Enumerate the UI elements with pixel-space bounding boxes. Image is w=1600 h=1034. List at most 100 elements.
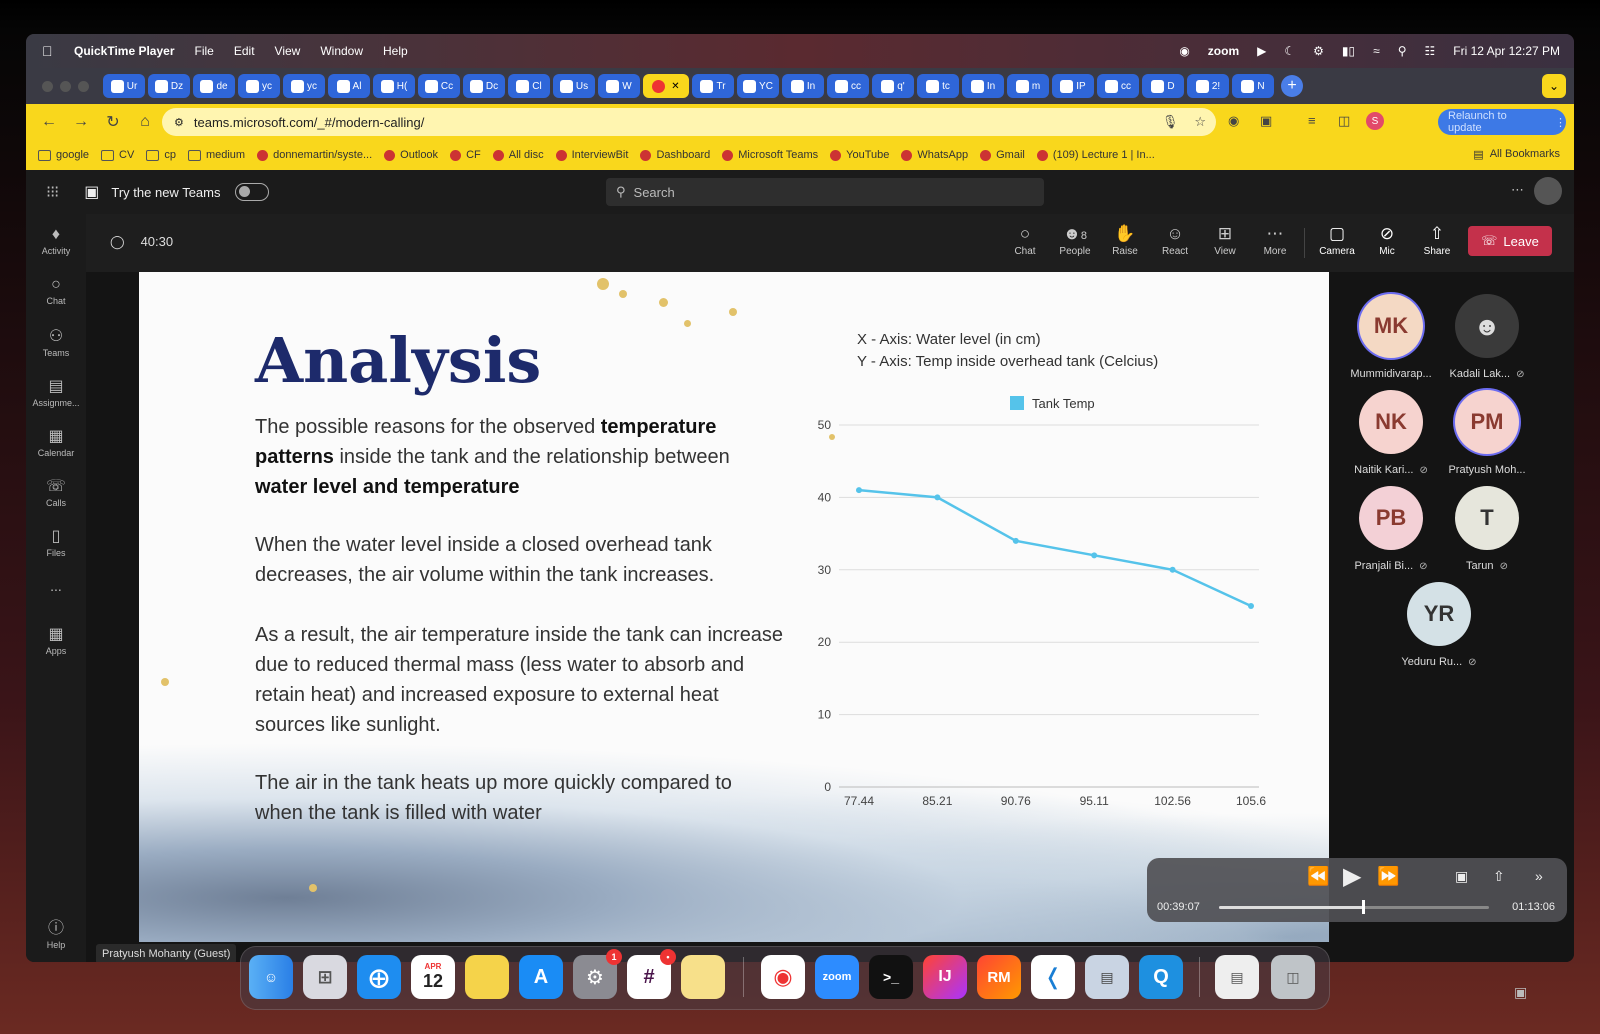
- browser-tab[interactable]: Tr: [692, 74, 734, 98]
- maximize-dot[interactable]: [78, 80, 89, 92]
- extension-icon[interactable]: ◉: [1228, 113, 1240, 128]
- menu-edit[interactable]: Edit: [233, 44, 255, 58]
- rail-chat[interactable]: ○ Chat: [26, 276, 86, 306]
- quicktime-icon[interactable]: Q: [1139, 955, 1183, 999]
- profile-avatar[interactable]: S: [1366, 112, 1384, 130]
- expand-icon[interactable]: »: [1535, 868, 1543, 884]
- mic-button[interactable]: ⊘ Mic: [1362, 224, 1412, 257]
- screenshot-icon[interactable]: ▣: [1514, 984, 1528, 1000]
- puzzle-icon[interactable]: ▣: [1260, 113, 1273, 128]
- play-status-icon[interactable]: ▶: [1257, 44, 1267, 58]
- participant-tile[interactable]: NK Naitik Kari... ⊘: [1336, 390, 1446, 476]
- rail-teams[interactable]: ⚇ Teams: [26, 326, 86, 358]
- vscode-icon[interactable]: ❬: [1031, 955, 1075, 999]
- bookmark-item[interactable]: Gmail: [980, 149, 1025, 161]
- rubymine-icon[interactable]: RM: [977, 955, 1021, 999]
- intellij-icon[interactable]: IJ: [923, 955, 967, 999]
- relaunch-button[interactable]: Relaunch to update ⋮: [1438, 109, 1566, 135]
- bookmark-item[interactable]: InterviewBit: [555, 149, 628, 161]
- finder-icon[interactable]: ☺: [249, 955, 293, 999]
- bookmark-item[interactable]: donnemartin/syste...: [257, 149, 372, 161]
- bookmark-item[interactable]: cp: [146, 149, 176, 161]
- zoom-status[interactable]: zoom: [1207, 44, 1240, 58]
- new-tab-button[interactable]: +: [1281, 75, 1303, 97]
- browser-tab[interactable]: yc: [283, 74, 325, 98]
- app-launcher-icon[interactable]: ⁝⁝⁝: [46, 184, 59, 201]
- trash-icon[interactable]: ◫: [1271, 955, 1315, 999]
- site-info-icon[interactable]: ⚙: [174, 116, 184, 129]
- star-icon[interactable]: ☆: [1194, 114, 1206, 129]
- browser-tab[interactable]: cc: [827, 74, 869, 98]
- preview-icon[interactable]: ▤: [1085, 955, 1129, 999]
- browser-tab[interactable]: In: [782, 74, 824, 98]
- bookmark-item[interactable]: WhatsApp: [901, 149, 968, 161]
- launchpad-icon[interactable]: ⊞: [303, 955, 347, 999]
- bookmark-item[interactable]: Dashboard: [640, 149, 710, 161]
- chrome-icon[interactable]: ◉: [761, 955, 805, 999]
- camera-button[interactable]: ▢ Camera: [1312, 224, 1362, 257]
- control-icon[interactable]: ⚙: [1313, 44, 1324, 58]
- browser-tab[interactable]: In: [962, 74, 1004, 98]
- browser-tab[interactable]: Cl: [508, 74, 550, 98]
- browser-tab[interactable]: tc: [917, 74, 959, 98]
- menu-file[interactable]: File: [194, 44, 214, 58]
- scrubber-knob[interactable]: [1362, 900, 1366, 914]
- scrubber[interactable]: [1219, 900, 1489, 914]
- browser-tab[interactable]: Dz: [148, 74, 190, 98]
- bookmark-item[interactable]: CV: [101, 149, 134, 161]
- moon-icon[interactable]: ☾: [1284, 44, 1296, 58]
- battery-icon[interactable]: ▮▯: [1341, 44, 1356, 58]
- new-teams-toggle[interactable]: [234, 183, 269, 201]
- url-field[interactable]: ⚙ teams.microsoft.com/_#/modern-calling/…: [162, 108, 1216, 136]
- play-icon[interactable]: ▶: [1343, 863, 1362, 890]
- settings-icon[interactable]: ⚙ 1: [573, 949, 622, 999]
- share-icon[interactable]: ⇧: [1493, 868, 1505, 884]
- bookmark-item[interactable]: Microsoft Teams: [722, 149, 818, 161]
- view-button[interactable]: ⊞ View: [1200, 224, 1250, 257]
- participant-tile[interactable]: ☻ Kadali Lak... ⊘: [1432, 294, 1542, 380]
- rail-more[interactable]: ...: [26, 578, 86, 594]
- more-options-icon[interactable]: ⋯: [1511, 182, 1524, 197]
- menu-help[interactable]: Help: [383, 44, 408, 58]
- wifi-icon[interactable]: ≈: [1373, 44, 1380, 58]
- participant-tile[interactable]: MK Mummidivarap...: [1336, 294, 1446, 380]
- menu-window[interactable]: Window: [320, 44, 364, 58]
- browser-tab[interactable]: cc: [1097, 74, 1139, 98]
- rail-help[interactable]: ⓘ Help: [26, 914, 86, 950]
- notes-icon[interactable]: [465, 955, 509, 999]
- close-dot[interactable]: [42, 80, 53, 92]
- browser-tab[interactable]: Us: [553, 74, 595, 98]
- browser-tab[interactable]: m: [1007, 74, 1049, 98]
- forward-icon[interactable]: →: [73, 113, 89, 130]
- calendar-icon[interactable]: APR 12: [411, 955, 455, 999]
- minimize-dot[interactable]: [60, 80, 71, 92]
- browser-tab[interactable]: q': [872, 74, 914, 98]
- document-icon[interactable]: ▤: [1215, 955, 1259, 999]
- browser-tab[interactable]: 2!: [1187, 74, 1229, 98]
- browser-tab[interactable]: Dc: [463, 74, 505, 98]
- apple-icon[interactable]: : [42, 43, 62, 59]
- spotlight-icon[interactable]: ⚲: [1397, 44, 1407, 58]
- control-center-icon[interactable]: ☷: [1424, 44, 1436, 58]
- browser-tab[interactable]: YC: [737, 74, 779, 98]
- bookmark-item[interactable]: (109) Lecture 1 | In...: [1036, 149, 1155, 161]
- react-button[interactable]: ☺ React: [1150, 224, 1200, 257]
- rail-activity[interactable]: ♦ Activity: [26, 226, 86, 256]
- reload-icon[interactable]: ↻: [106, 114, 120, 131]
- browser-tab[interactable]: de: [193, 74, 235, 98]
- slack-icon[interactable]: # •: [627, 949, 676, 999]
- share-button[interactable]: ⇧ Share: [1412, 224, 1462, 257]
- app-store-icon[interactable]: A: [519, 955, 563, 999]
- safari-icon[interactable]: ⨁: [357, 955, 401, 999]
- bookmark-item[interactable]: YouTube: [830, 149, 889, 161]
- participant-tile[interactable]: PM Pratyush Moh...: [1432, 390, 1542, 476]
- pip-icon[interactable]: ▣: [1455, 868, 1469, 884]
- browser-tab[interactable]: ✕: [643, 74, 689, 98]
- participant-tile[interactable]: YR Yeduru Ru... ⊘: [1384, 582, 1494, 668]
- user-avatar[interactable]: [1534, 177, 1562, 205]
- browser-tab[interactable]: H(: [373, 74, 415, 98]
- browser-tab[interactable]: IP: [1052, 74, 1094, 98]
- terminal-icon[interactable]: >_: [869, 955, 913, 999]
- zoom-icon[interactable]: zoom: [815, 955, 859, 999]
- raise-hand-button[interactable]: ✋ Raise: [1100, 224, 1150, 257]
